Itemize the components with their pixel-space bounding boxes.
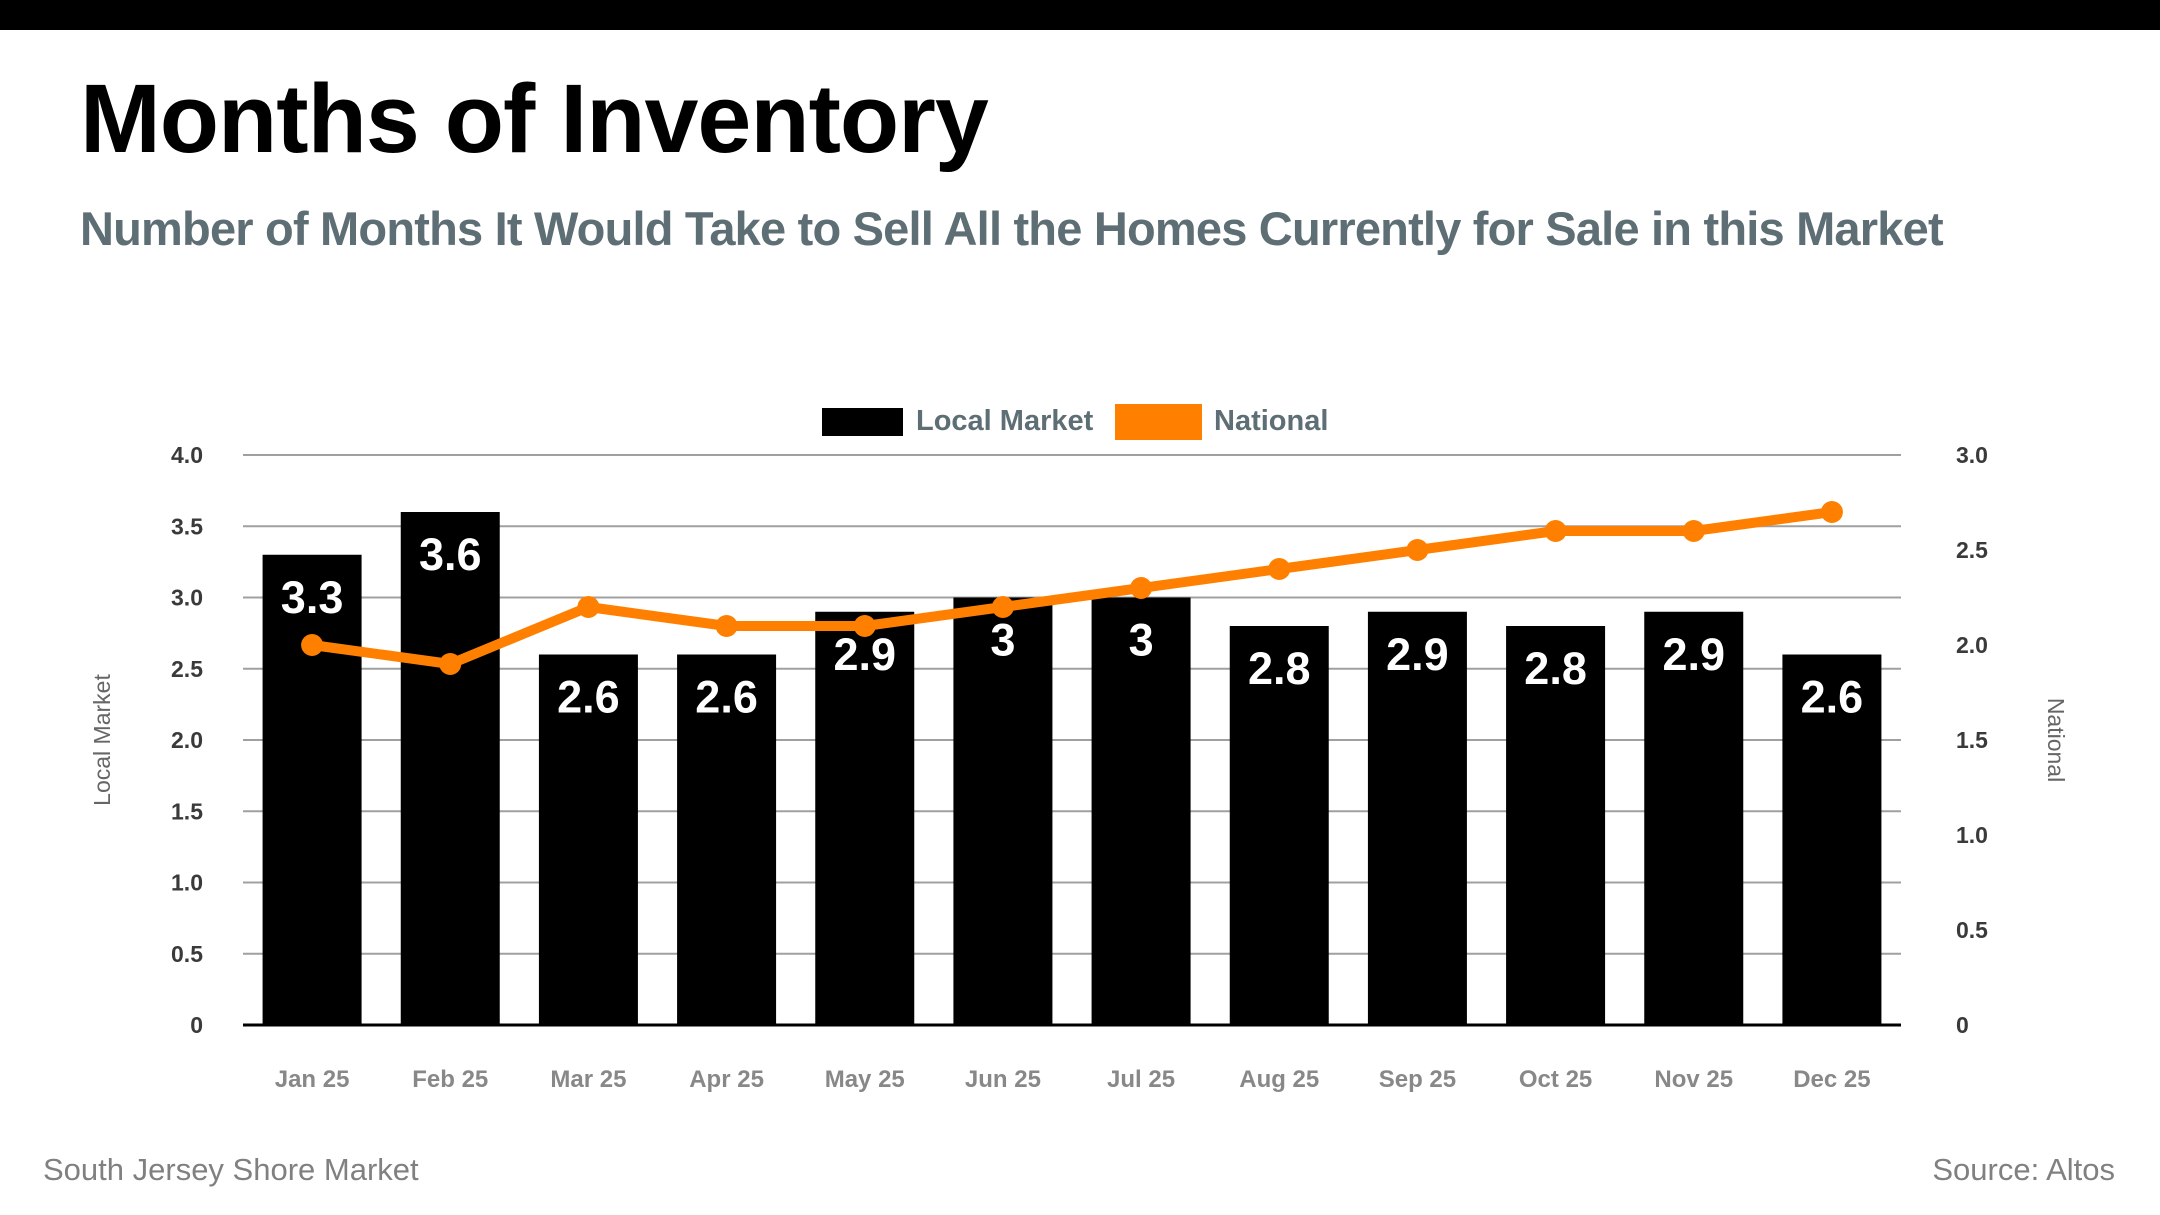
bar-apr-25 xyxy=(677,654,777,1025)
market-name: South Jersey Shore Market xyxy=(43,1152,419,1187)
legend-label-national: National xyxy=(1214,405,1328,437)
bar-data-label: 3 xyxy=(990,615,1015,666)
x-tick-label: Dec 25 xyxy=(1793,1066,1870,1093)
bar-dec-25 xyxy=(1782,654,1882,1025)
bar-data-label: 2.9 xyxy=(833,629,896,680)
national-line xyxy=(301,501,1843,675)
national-point-jan-25 xyxy=(301,634,324,656)
x-axis-labels: Jan 25 Feb 25 Mar 25 Apr 25 May 25 Jun 25 Jul … xyxy=(275,1066,1871,1093)
national-point-may-25 xyxy=(853,615,876,637)
right-tick-label: 1.5 xyxy=(1956,727,1988,753)
bar-may-25 xyxy=(815,611,915,1025)
bar-data-label: 2.6 xyxy=(1801,672,1864,723)
bar-data-label: 2.6 xyxy=(695,672,758,723)
left-tick-label: 2.5 xyxy=(171,656,203,682)
x-tick-label: May 25 xyxy=(825,1066,905,1093)
left-tick-label: 1.0 xyxy=(171,870,203,896)
national-point-mar-25 xyxy=(577,596,600,618)
left-tick-label: 0 xyxy=(190,1012,203,1038)
left-tick-label: 3.0 xyxy=(171,585,203,611)
bar-feb-25 xyxy=(400,512,500,1025)
bar-data-label: 3.6 xyxy=(419,529,482,580)
page-title: Months of Inventory xyxy=(80,64,989,173)
bar-aug-25 xyxy=(1229,626,1329,1025)
x-tick-label: Feb 25 xyxy=(412,1066,488,1093)
bar-mar-25 xyxy=(538,654,638,1025)
source-credit: Source: Altos xyxy=(1932,1152,2115,1187)
legend-label-local-market: Local Market xyxy=(916,405,1094,437)
bar-data-label: 2.8 xyxy=(1248,643,1311,694)
bar-data-label: 3 xyxy=(1129,615,1154,666)
national-point-oct-25 xyxy=(1544,520,1567,542)
bar-jul-25 xyxy=(1091,597,1191,1025)
bar-data-label: 2.9 xyxy=(1662,629,1725,680)
right-tick-label: 1.0 xyxy=(1956,822,1988,848)
left-tick-label: 3.5 xyxy=(171,513,203,539)
bar-oct-25 xyxy=(1506,626,1606,1025)
x-tick-label: Jan 25 xyxy=(275,1066,350,1093)
x-tick-label: Aug 25 xyxy=(1239,1066,1319,1093)
national-point-nov-25 xyxy=(1682,520,1705,542)
x-tick-label: Oct 25 xyxy=(1519,1066,1592,1093)
national-point-jun-25 xyxy=(991,596,1014,618)
x-tick-label: Sep 25 xyxy=(1379,1066,1456,1093)
left-tick-label: 2.0 xyxy=(171,727,203,753)
bar-jan-25 xyxy=(262,554,362,1025)
x-tick-label: Mar 25 xyxy=(550,1066,626,1093)
left-tick-label: 0.5 xyxy=(171,941,203,967)
national-point-feb-25 xyxy=(439,653,462,675)
x-tick-label: Apr 25 xyxy=(689,1066,764,1093)
gridlines xyxy=(243,454,1901,1027)
national-point-aug-25 xyxy=(1268,558,1291,580)
national-series-line xyxy=(311,507,1833,669)
national-point-apr-25 xyxy=(715,615,738,637)
left-tick-label: 4.0 xyxy=(171,442,203,468)
right-tick-label: 2.5 xyxy=(1956,537,1988,563)
left-axis-title: Local Market xyxy=(89,674,115,806)
right-axis-title: National xyxy=(2043,698,2069,782)
bar-nov-25 xyxy=(1644,611,1744,1025)
left-tick-label: 1.5 xyxy=(171,798,203,824)
national-point-dec-25 xyxy=(1820,501,1843,523)
national-point-jul-25 xyxy=(1130,577,1153,599)
bar-data-labels: 3.3 3.6 2.6 2.6 2.9 3 3 2.8 2.9 2.8 2.9 2.6 xyxy=(281,529,1863,723)
bar-data-label: 3.3 xyxy=(281,572,344,623)
bar-jun-25 xyxy=(953,597,1053,1025)
right-tick-label: 0.5 xyxy=(1956,917,1988,943)
x-tick-label: Jul 25 xyxy=(1107,1066,1175,1093)
bar-sep-25 xyxy=(1367,611,1467,1025)
legend-swatch-national xyxy=(1115,404,1202,440)
x-tick-label: Jun 25 xyxy=(965,1066,1041,1093)
local-market-bars xyxy=(262,512,1882,1025)
bar-data-label: 2.9 xyxy=(1386,629,1449,680)
right-axis-ticks: 0 0.5 1.0 1.5 2.0 2.5 3.0 xyxy=(1956,442,1988,1038)
right-tick-label: 0 xyxy=(1956,1012,1969,1038)
page-subtitle: Number of Months It Would Take to Sell A… xyxy=(80,202,1944,255)
bar-data-label: 2.8 xyxy=(1524,643,1587,694)
bar-data-label: 2.6 xyxy=(557,672,620,723)
legend-swatch-local-market xyxy=(822,408,903,436)
left-axis-ticks: 0 0.5 1.0 1.5 2.0 2.5 3.0 3.5 4.0 xyxy=(171,442,203,1038)
right-tick-label: 2.0 xyxy=(1956,632,1988,658)
x-tick-label: Nov 25 xyxy=(1654,1066,1733,1093)
right-tick-label: 3.0 xyxy=(1956,442,1988,468)
national-point-sep-25 xyxy=(1406,539,1429,561)
legend: Local Market National xyxy=(822,404,1328,440)
top-banner xyxy=(0,0,2160,30)
